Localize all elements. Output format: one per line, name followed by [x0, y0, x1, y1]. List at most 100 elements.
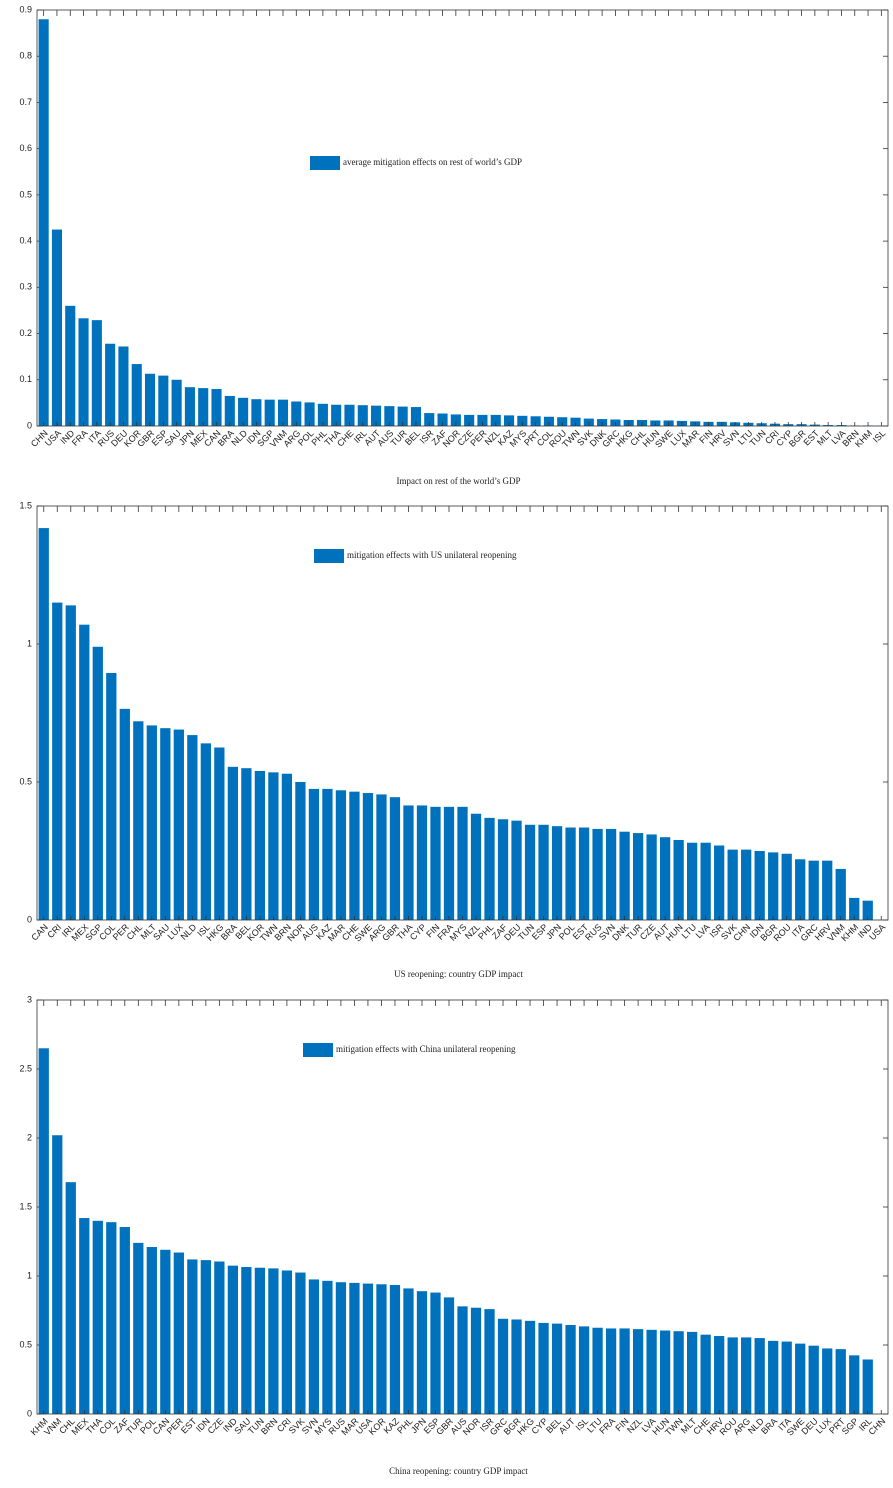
- bar: [714, 845, 725, 920]
- bar: [268, 772, 279, 920]
- y-tick-label: 3: [27, 994, 32, 1004]
- bar: [308, 1279, 320, 1414]
- bar: [304, 402, 315, 426]
- bar: [570, 417, 581, 426]
- bar: [416, 1291, 428, 1414]
- bar: [295, 782, 306, 920]
- bar: [673, 839, 684, 920]
- bar: [322, 788, 333, 920]
- bar: [781, 853, 792, 920]
- bar: [497, 819, 509, 920]
- bar: [200, 1260, 211, 1414]
- bar: [264, 399, 275, 426]
- bar: [403, 805, 414, 920]
- bar: [714, 1336, 725, 1414]
- bar: [146, 1247, 157, 1414]
- y-tick-label: 0.1: [19, 374, 32, 384]
- bar: [91, 320, 102, 426]
- bar: [538, 1322, 549, 1414]
- bar: [376, 1284, 387, 1414]
- bar: [822, 1348, 833, 1414]
- legend-swatch: [310, 156, 340, 170]
- bar: [403, 1288, 414, 1414]
- bar: [344, 404, 355, 426]
- bar: [335, 790, 347, 920]
- bar: [430, 806, 441, 920]
- bar: [484, 1309, 495, 1414]
- bar: [416, 805, 428, 920]
- bar: [51, 229, 62, 426]
- bar: [214, 747, 225, 920]
- bar: [184, 387, 195, 426]
- bar: [38, 19, 49, 426]
- bar: [741, 849, 752, 920]
- y-tick-label: 0.5: [19, 1339, 32, 1349]
- bar: [106, 1222, 117, 1414]
- bar: [322, 1280, 333, 1414]
- bar: [687, 842, 698, 920]
- y-tick-label: 0.4: [19, 235, 32, 245]
- bar: [173, 729, 184, 920]
- bar: [144, 373, 156, 426]
- bar: [700, 842, 711, 920]
- y-tick-label: 0.6: [19, 143, 32, 153]
- bar: [146, 725, 157, 920]
- bar: [119, 1227, 130, 1414]
- bar: [443, 1297, 455, 1414]
- bar: [808, 1345, 819, 1414]
- bar: [52, 602, 63, 920]
- bar: [443, 806, 455, 920]
- bar: [357, 405, 368, 426]
- bar: [384, 406, 395, 426]
- bar: [673, 1331, 684, 1414]
- plot-frame: [36, 999, 889, 1415]
- bar: [251, 399, 262, 426]
- bar: [133, 1242, 144, 1414]
- bar: [389, 797, 401, 920]
- bar: [457, 806, 468, 920]
- y-tick-label: 0.9: [19, 4, 32, 14]
- y-tick-label: 1.5: [19, 500, 32, 510]
- bar: [450, 414, 461, 426]
- bar: [211, 389, 222, 426]
- y-tick-label: 1.5: [19, 1201, 32, 1211]
- y-tick-label: 0.3: [19, 282, 32, 292]
- bar: [632, 1329, 644, 1414]
- bar: [254, 1267, 266, 1414]
- bar: [619, 831, 630, 920]
- bar: [659, 837, 671, 920]
- y-tick-label: 0.5: [19, 189, 32, 199]
- bar: [605, 1328, 617, 1414]
- bar: [198, 388, 209, 426]
- bar: [484, 817, 495, 920]
- bar: [457, 1306, 468, 1414]
- bar: [511, 820, 522, 920]
- bar: [490, 414, 501, 426]
- y-tick-label: 0: [27, 1408, 32, 1418]
- bar: [605, 828, 617, 920]
- bar: [133, 721, 144, 920]
- bar: [551, 826, 563, 920]
- bar: [52, 1135, 63, 1414]
- bar: [470, 1307, 482, 1414]
- bar: [424, 413, 435, 426]
- y-tick-label: 0.7: [19, 97, 32, 107]
- legend-swatch: [303, 1043, 333, 1057]
- bar: [376, 794, 387, 920]
- bar: [187, 1259, 198, 1414]
- y-tick-label: 1: [27, 638, 32, 648]
- bar: [565, 827, 576, 920]
- bar: [497, 1318, 509, 1414]
- bar: [849, 897, 860, 920]
- bar: [835, 868, 846, 920]
- bar: [700, 1334, 711, 1414]
- legend-label: average mitigation effects on rest of wo…: [343, 157, 522, 167]
- chart-title: US reopening: country GDP impact: [394, 969, 523, 979]
- bar: [295, 1272, 306, 1414]
- bar: [727, 1337, 738, 1414]
- plot-frame: [36, 9, 889, 427]
- bar: [238, 397, 249, 426]
- x-tick-label: ISL: [871, 428, 888, 445]
- bar: [200, 743, 211, 920]
